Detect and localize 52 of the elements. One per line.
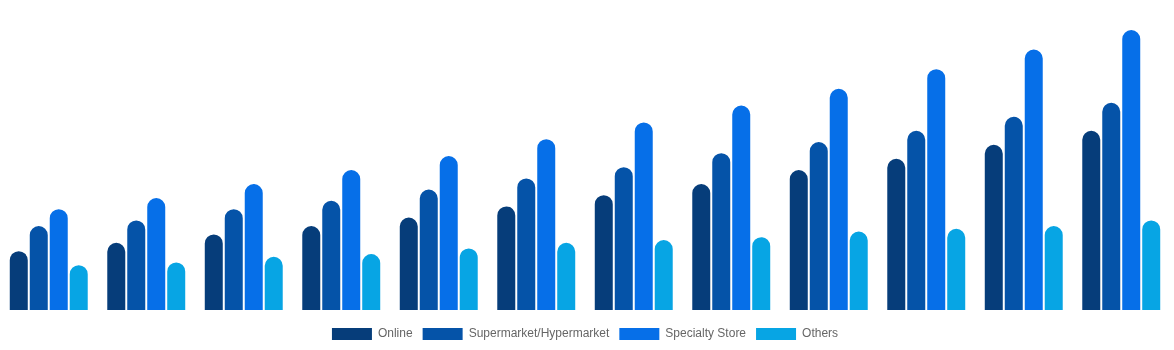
- legend-label: Others: [802, 326, 839, 341]
- legend-label: Online: [377, 326, 413, 341]
- bar: [69, 265, 88, 310]
- bar: [829, 88, 848, 310]
- bar: [634, 122, 653, 310]
- bar: [849, 231, 868, 310]
- bar: [752, 237, 771, 310]
- bar: [557, 242, 576, 310]
- bar: [362, 254, 381, 310]
- bar: [789, 170, 808, 310]
- bar: [9, 251, 28, 310]
- bar: [712, 153, 731, 310]
- bar: [127, 220, 146, 310]
- bar: [594, 195, 613, 310]
- bar: [809, 142, 828, 310]
- bar: [399, 217, 418, 310]
- legend-label: Supermarket/Hypermarket: [468, 326, 611, 341]
- bar: [732, 105, 751, 310]
- legend-label: Specialty Store: [665, 326, 747, 341]
- bar: [692, 184, 711, 310]
- bar: [322, 200, 341, 310]
- bar: [264, 256, 283, 310]
- bar: [244, 184, 263, 310]
- bar: [1044, 226, 1063, 310]
- bar: [887, 158, 906, 310]
- bar: [419, 189, 438, 310]
- bar: [147, 198, 166, 310]
- bar: [1024, 49, 1043, 310]
- bar: [167, 262, 186, 310]
- bar: [927, 69, 946, 310]
- bar: [1102, 102, 1121, 310]
- bar: [947, 228, 966, 310]
- bar: [537, 139, 556, 310]
- bar: [614, 167, 633, 310]
- bar: [107, 242, 126, 310]
- bar: [224, 209, 243, 310]
- bar: [497, 206, 516, 310]
- bar: [439, 156, 458, 310]
- bar: [1122, 30, 1141, 310]
- bar: [1142, 220, 1161, 310]
- bar: [342, 170, 361, 310]
- bar: [984, 144, 1003, 310]
- bar: [907, 130, 926, 310]
- bar: [459, 248, 478, 310]
- bar: [302, 226, 321, 310]
- bar: [29, 226, 48, 310]
- bar: [1082, 130, 1101, 310]
- bar: [49, 209, 68, 310]
- bar: [1004, 116, 1023, 310]
- bar: [517, 178, 536, 310]
- bar: [204, 234, 223, 310]
- bar: [654, 240, 673, 310]
